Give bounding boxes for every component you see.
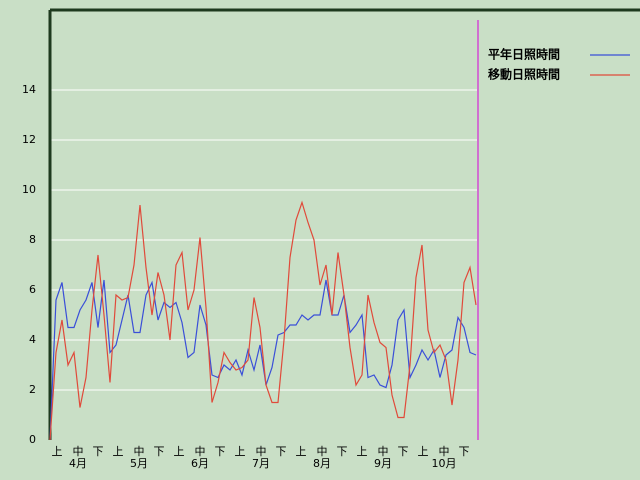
month-label: 6月 — [191, 457, 209, 470]
x-tick-label: 中 — [439, 445, 450, 458]
x-tick-label: 中 — [73, 445, 84, 458]
x-tick-label: 中 — [378, 445, 389, 458]
x-tick-label: 下 — [337, 445, 348, 458]
x-tick-label: 中 — [256, 445, 267, 458]
x-tick-label: 中 — [195, 445, 206, 458]
x-tick-label: 上 — [235, 445, 246, 458]
x-tick-label: 上 — [357, 445, 368, 458]
legend-label: 平年日照時間 — [488, 47, 560, 62]
y-tick-label: 8 — [29, 233, 36, 246]
series-line — [49, 279, 477, 441]
y-tick-label: 12 — [22, 133, 36, 146]
series-line — [49, 200, 477, 441]
legend-label: 移動日照時間 — [488, 67, 560, 82]
x-tick-label: 下 — [154, 445, 165, 458]
y-tick-label: 4 — [29, 333, 36, 346]
x-tick-label: 下 — [93, 445, 104, 458]
month-label: 10月 — [432, 457, 457, 470]
y-tick-label: 6 — [29, 283, 36, 296]
month-label: 5月 — [130, 457, 148, 470]
x-tick-label: 下 — [459, 445, 470, 458]
month-label: 7月 — [252, 457, 270, 470]
month-label: 8月 — [313, 457, 331, 470]
x-tick-label: 上 — [113, 445, 124, 458]
x-tick-label: 上 — [418, 445, 429, 458]
y-tick-label: 14 — [22, 83, 36, 96]
month-label: 4月 — [69, 457, 87, 470]
y-tick-label: 10 — [22, 183, 36, 196]
x-tick-label: 下 — [276, 445, 287, 458]
y-tick-label: 0 — [29, 433, 36, 446]
x-tick-label: 上 — [296, 445, 307, 458]
x-tick-label: 中 — [317, 445, 328, 458]
x-tick-label: 下 — [215, 445, 226, 458]
x-tick-label: 下 — [398, 445, 409, 458]
legend: 平年日照時間 移動日照時間 — [488, 47, 630, 82]
x-tick-label: 中 — [134, 445, 145, 458]
x-tick-label: 上 — [52, 445, 63, 458]
x-tick-label: 上 — [174, 445, 185, 458]
month-label: 9月 — [374, 457, 392, 470]
y-tick-label: 2 — [29, 383, 36, 396]
